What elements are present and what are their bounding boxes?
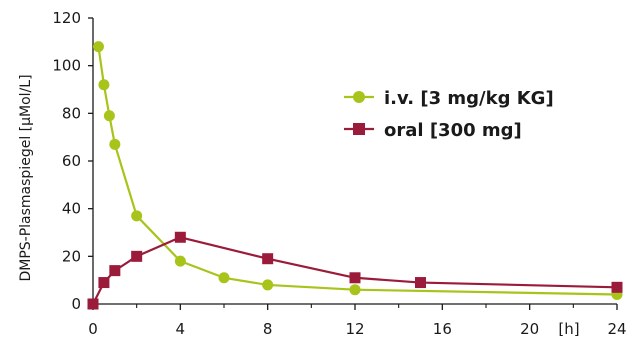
- data-point: [131, 210, 143, 222]
- data-point: [262, 253, 274, 265]
- x-tick-label: 20: [520, 320, 539, 338]
- data-point: [262, 279, 274, 291]
- series-1: [92, 41, 623, 300]
- x-tick-label: 24: [607, 320, 626, 338]
- series-line: [97, 46, 618, 296]
- legend-marker: [353, 123, 365, 135]
- data-point: [131, 250, 143, 262]
- data-point: [98, 79, 110, 91]
- data-point: [109, 138, 121, 150]
- data-point: [109, 265, 121, 277]
- data-point: [218, 272, 230, 284]
- x-tick-label: 0: [88, 320, 98, 338]
- legend-label: oral [300 mg]: [384, 120, 522, 141]
- data-point: [87, 298, 99, 310]
- data-point: [349, 272, 361, 284]
- legend-item: oral [300 mg]: [344, 120, 522, 141]
- data-point: [611, 281, 623, 293]
- legend-marker: [353, 91, 365, 103]
- data-point: [415, 277, 426, 289]
- y-tick-label: 80: [62, 104, 81, 122]
- y-axis-label: DMPS-Plasmaspiegel [µMol/L]: [18, 74, 34, 281]
- y-tick-label: 40: [62, 200, 81, 218]
- x-tick-label: 16: [433, 320, 452, 338]
- legend-item: i.v. [3 mg/kg KG]: [344, 88, 554, 109]
- data-point: [174, 255, 186, 267]
- data-point: [349, 284, 361, 296]
- x-tick-label: 12: [345, 320, 364, 338]
- y-tick-label: 120: [52, 9, 81, 27]
- x-axis-label: [h]: [558, 320, 579, 338]
- y-ticks: 0 20 40 60 80 100 120: [52, 9, 93, 313]
- x-tick-label: 4: [176, 320, 186, 338]
- y-tick-label: 20: [62, 247, 81, 265]
- x-axis: 0 4 8 12 16 20 24: [88, 303, 627, 338]
- data-point: [174, 231, 186, 243]
- data-point: [92, 41, 104, 53]
- legend: i.v. [3 mg/kg KG] oral [300 mg]: [344, 88, 554, 141]
- x-ticks: 0 4 8 12 16 20 24: [88, 304, 627, 338]
- data-point: [103, 110, 115, 122]
- x-tick-label: 8: [263, 320, 273, 338]
- series-layer: [87, 41, 623, 310]
- data-point: [98, 277, 110, 289]
- series-2: [87, 231, 623, 310]
- y-tick-label: 100: [52, 57, 81, 75]
- y-axis: 0 20 40 60 80 100 120: [52, 9, 94, 313]
- legend-label: i.v. [3 mg/kg KG]: [384, 88, 554, 109]
- y-tick-label: 0: [71, 295, 81, 313]
- y-tick-label: 60: [62, 152, 81, 170]
